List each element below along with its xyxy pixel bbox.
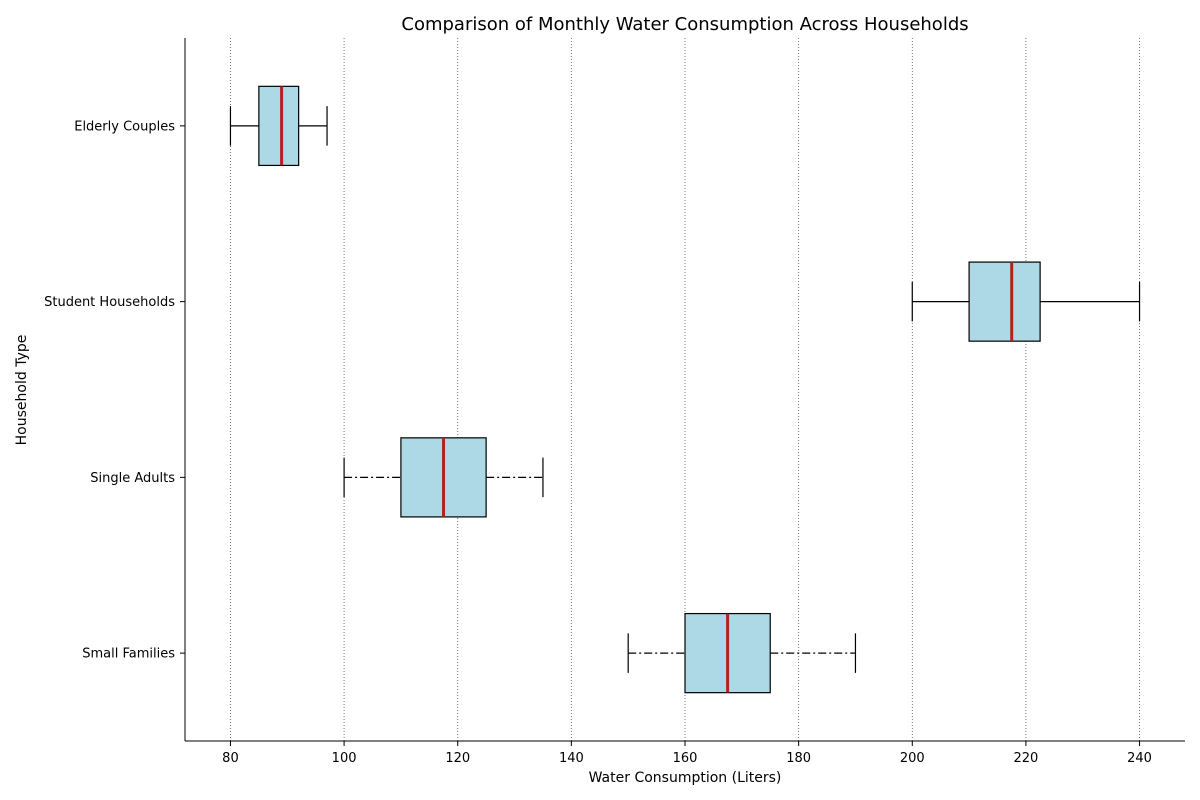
- x-tick-label: 160: [673, 751, 698, 766]
- x-tick-label: 140: [559, 751, 584, 766]
- y-tick-label: Student Households: [44, 295, 175, 310]
- box-series: [229, 85, 1141, 694]
- x-tick-label: 120: [445, 751, 470, 766]
- y-tick-label: Elderly Couples: [74, 119, 175, 134]
- x-tick-label: 80: [222, 751, 239, 766]
- box-iqr: [258, 85, 300, 167]
- x-tick-label: 220: [1013, 751, 1038, 766]
- y-tick-label: Small Families: [82, 647, 175, 662]
- box-item: [627, 612, 857, 694]
- x-tick-label: 180: [786, 751, 811, 766]
- grid-lines: [230, 38, 1140, 741]
- x-tick-label: 200: [900, 751, 925, 766]
- x-tick-label: 240: [1127, 751, 1152, 766]
- chart-title: Comparison of Monthly Water Consumption …: [401, 14, 968, 35]
- y-tick-label: Single Adults: [90, 471, 175, 486]
- y-axis-ticks: Elderly Couples Student Households Single …: [44, 119, 185, 662]
- x-axis-label: Water Consumption (Liters): [589, 770, 782, 786]
- x-tick-label: 100: [332, 751, 357, 766]
- box-iqr: [968, 261, 1041, 342]
- y-axis-label: Household Type: [14, 335, 30, 446]
- box-item: [343, 437, 544, 518]
- box-item: [229, 85, 328, 167]
- x-axis-ticks: 80 100 120 140 160 180 200 220 240: [222, 741, 1152, 766]
- box-item: [911, 261, 1141, 342]
